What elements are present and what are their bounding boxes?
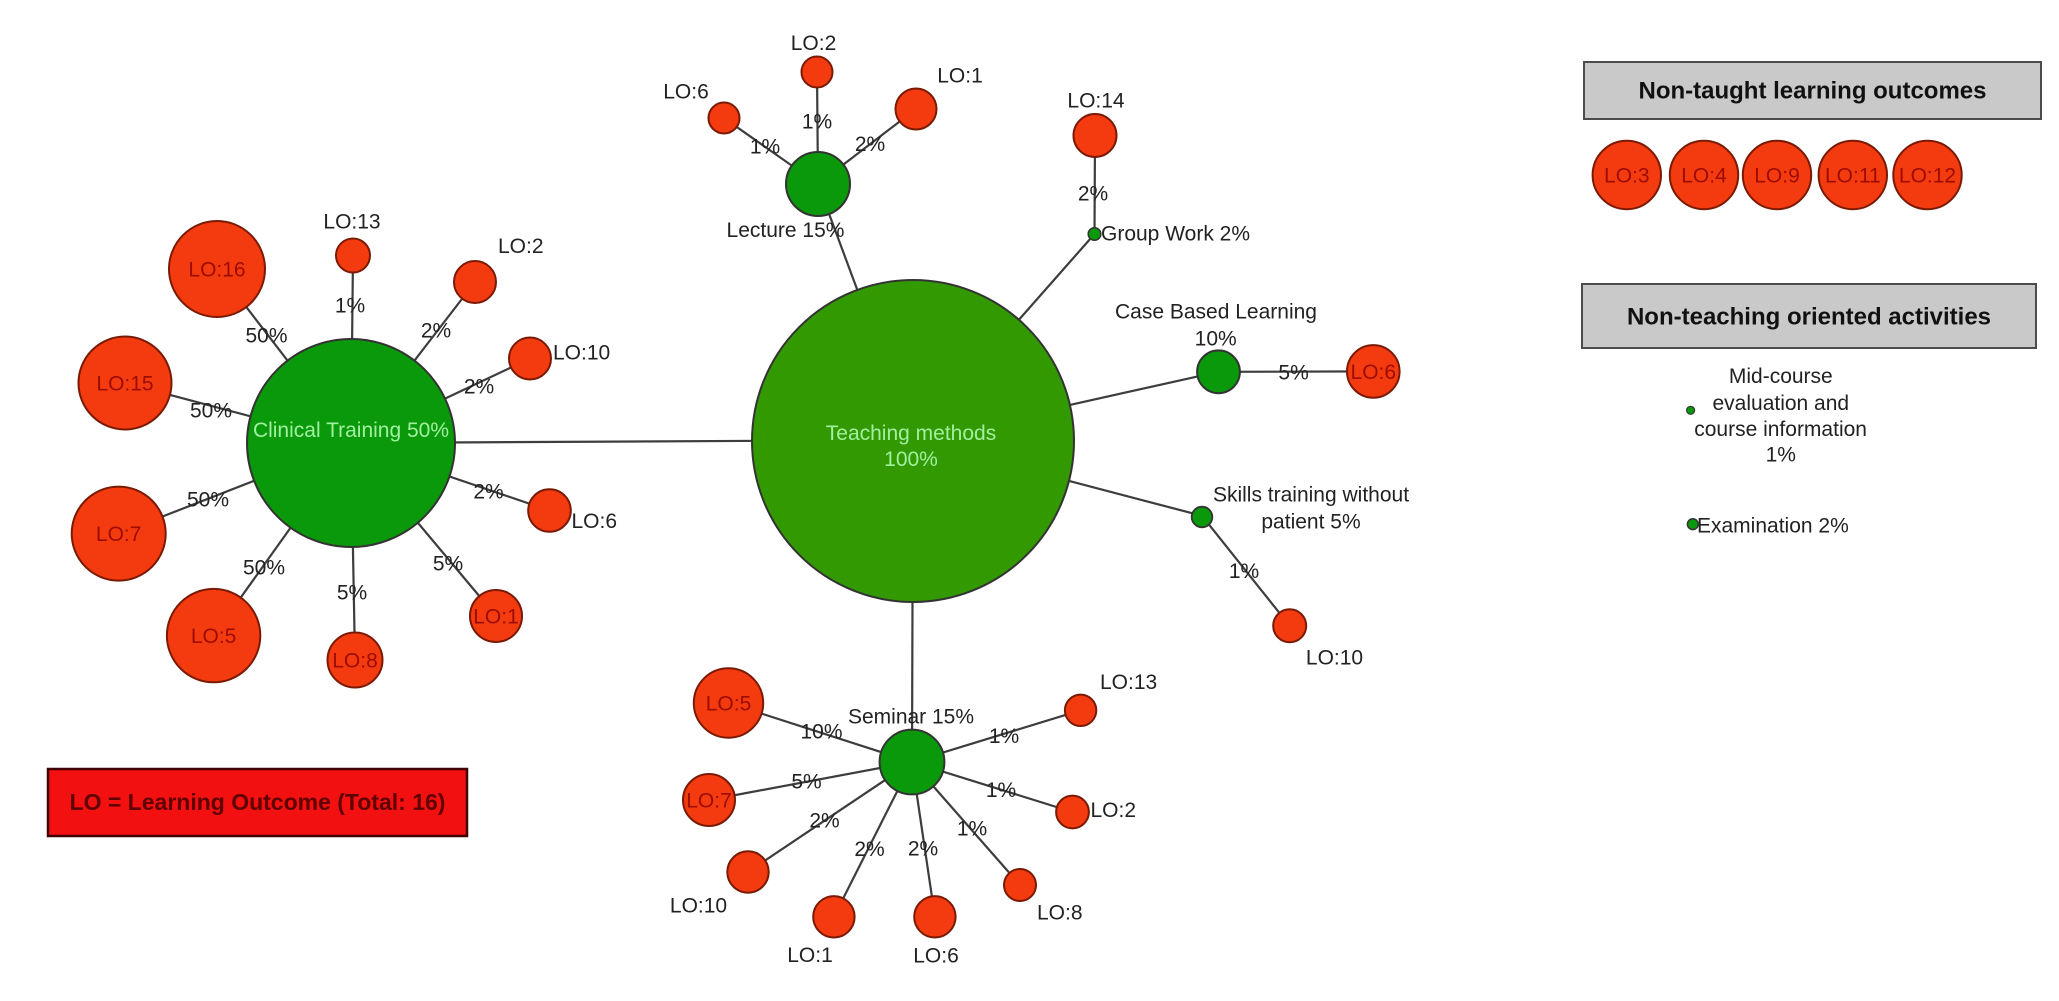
svg-text:2%: 2% [809, 810, 839, 833]
svg-text:LO:6: LO:6 [1351, 361, 1397, 384]
svg-text:LO:15: LO:15 [96, 373, 153, 396]
svg-text:LO:13: LO:13 [1100, 671, 1157, 694]
svg-text:LO:5: LO:5 [706, 693, 752, 716]
svg-text:Lecture 15%: Lecture 15% [727, 219, 845, 242]
svg-text:LO:5: LO:5 [191, 625, 237, 648]
svg-text:1%: 1% [989, 725, 1019, 748]
svg-text:100%: 100% [884, 448, 938, 471]
svg-text:Clinical Training 50%: Clinical Training 50% [253, 419, 449, 442]
svg-text:2%: 2% [473, 481, 503, 504]
svg-text:1%: 1% [1766, 444, 1796, 467]
svg-text:2%: 2% [908, 838, 938, 861]
svg-text:LO:1: LO:1 [787, 944, 833, 967]
svg-text:LO = Learning Outcome (Total:: LO = Learning Outcome (Total: 16) [70, 789, 446, 815]
svg-text:LO:7: LO:7 [96, 523, 142, 546]
svg-text:LO:6: LO:6 [572, 510, 618, 533]
svg-text:Seminar 15%: Seminar 15% [848, 706, 974, 729]
svg-text:10%: 10% [800, 721, 842, 744]
svg-text:course information: course information [1694, 418, 1867, 441]
svg-text:evaluation and: evaluation and [1712, 392, 1849, 415]
svg-text:1%: 1% [1229, 560, 1259, 583]
svg-text:LO:7: LO:7 [686, 790, 732, 813]
svg-text:LO:13: LO:13 [323, 211, 380, 234]
svg-text:LO:9: LO:9 [1754, 165, 1800, 188]
svg-text:LO:8: LO:8 [332, 650, 378, 673]
svg-text:5%: 5% [433, 553, 463, 576]
svg-text:5%: 5% [791, 771, 821, 794]
svg-text:Group Work 2%: Group Work 2% [1101, 223, 1250, 246]
svg-text:5%: 5% [337, 582, 367, 605]
svg-text:LO:6: LO:6 [663, 81, 709, 104]
svg-text:LO:6: LO:6 [913, 945, 959, 968]
svg-text:patient 5%: patient 5% [1261, 511, 1360, 534]
svg-text:2%: 2% [421, 320, 451, 343]
svg-text:50%: 50% [243, 557, 285, 580]
svg-text:LO:14: LO:14 [1067, 90, 1125, 113]
svg-text:50%: 50% [190, 400, 232, 423]
svg-text:2%: 2% [854, 838, 884, 861]
svg-text:LO:10: LO:10 [1306, 647, 1363, 670]
svg-text:2%: 2% [464, 376, 494, 399]
svg-text:Skills training without: Skills training without [1213, 484, 1409, 507]
svg-text:LO:1: LO:1 [473, 606, 519, 629]
svg-text:1%: 1% [986, 779, 1016, 802]
svg-text:LO:4: LO:4 [1681, 165, 1727, 188]
svg-text:LO:2: LO:2 [791, 32, 837, 55]
svg-text:2%: 2% [855, 133, 885, 156]
svg-text:2%: 2% [1078, 183, 1108, 206]
svg-text:LO:10: LO:10 [553, 342, 610, 365]
svg-text:LO:1: LO:1 [937, 65, 983, 88]
svg-text:Case Based Learning: Case Based Learning [1115, 301, 1317, 324]
svg-text:50%: 50% [187, 489, 229, 512]
svg-text:LO:16: LO:16 [188, 259, 245, 282]
svg-text:10%: 10% [1195, 328, 1237, 351]
svg-text:1%: 1% [802, 111, 832, 134]
svg-text:LO:11: LO:11 [1825, 165, 1881, 188]
svg-text:Examination 2%: Examination 2% [1697, 515, 1849, 538]
svg-text:LO:12: LO:12 [1899, 165, 1956, 188]
svg-text:Non-taught learning outcomes: Non-taught learning outcomes [1639, 78, 1987, 105]
svg-text:LO:8: LO:8 [1037, 902, 1083, 925]
svg-text:1%: 1% [335, 295, 365, 318]
svg-text:5%: 5% [1278, 362, 1308, 385]
svg-text:LO:2: LO:2 [1091, 799, 1137, 822]
svg-text:Mid-course: Mid-course [1729, 365, 1833, 388]
svg-text:LO:10: LO:10 [670, 895, 727, 918]
svg-text:Non-teaching oriented activiti: Non-teaching oriented activities [1627, 304, 1991, 331]
svg-text:1%: 1% [750, 136, 780, 159]
svg-text:1%: 1% [957, 818, 987, 841]
svg-text:LO:2: LO:2 [498, 235, 544, 258]
svg-text:50%: 50% [245, 325, 287, 348]
svg-text:LO:3: LO:3 [1604, 165, 1650, 188]
svg-text:Teaching methods: Teaching methods [826, 422, 996, 445]
